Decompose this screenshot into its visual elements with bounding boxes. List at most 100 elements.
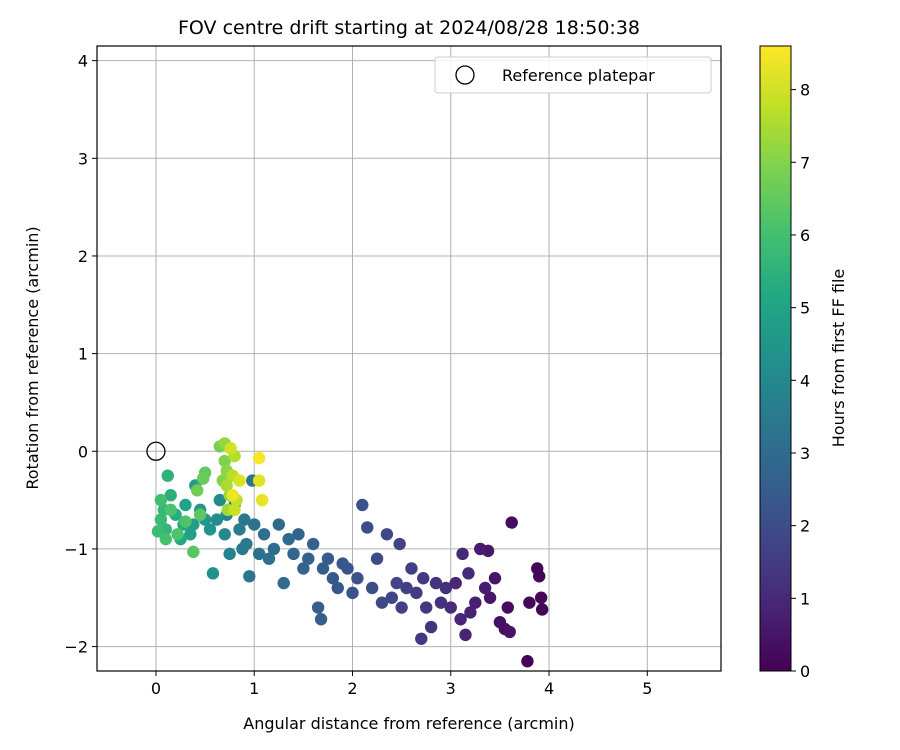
x-axis-ticks: 0 1 2 3 4 5 — [151, 671, 652, 698]
data-point — [233, 523, 246, 536]
data-point — [302, 552, 315, 565]
data-point — [483, 591, 497, 604]
x-tick-label: 5 — [642, 679, 652, 698]
data-point — [370, 552, 384, 565]
grid-lines — [97, 46, 721, 671]
y-tick-label: 3 — [78, 149, 88, 168]
legend-entry-reference: Reference platepar — [502, 66, 655, 85]
data-point — [533, 570, 546, 583]
data-point — [314, 613, 328, 626]
data-point — [287, 547, 300, 561]
y-tick-label: −1 — [64, 540, 88, 559]
data-point — [501, 601, 514, 614]
data-point — [311, 601, 325, 614]
data-point — [521, 655, 534, 668]
data-point — [400, 581, 413, 595]
data-point — [316, 562, 330, 575]
data-point — [228, 503, 241, 517]
data-point — [206, 567, 220, 580]
x-tick-label: 4 — [544, 679, 554, 698]
y-axis-label: Rotation from reference (arcmin) — [23, 226, 42, 489]
colorbar-tick-label: 1 — [800, 589, 810, 608]
data-point — [224, 442, 237, 455]
data-point — [306, 537, 320, 551]
data-point — [405, 562, 418, 575]
data-point — [154, 493, 168, 507]
data-point — [252, 451, 266, 465]
data-point — [365, 581, 379, 595]
data-point — [456, 547, 469, 561]
data-point — [434, 596, 448, 609]
x-axis-label: Angular distance from reference (arcmin) — [243, 714, 574, 733]
data-point — [410, 586, 423, 600]
data-point — [459, 628, 472, 642]
data-point — [238, 513, 251, 526]
data-point — [346, 586, 359, 600]
data-point — [474, 542, 487, 556]
legend: Reference platepar — [434, 56, 712, 94]
colorbar-tick-label: 8 — [800, 81, 810, 100]
plot-frame — [96, 45, 722, 672]
colorbar-tick-label: 6 — [800, 226, 810, 245]
data-point — [523, 596, 536, 609]
data-point — [164, 503, 177, 517]
data-point — [321, 552, 335, 565]
data-point — [488, 572, 502, 585]
colorbar-tick-label: 3 — [800, 444, 810, 463]
data-point — [267, 542, 281, 556]
data-point — [297, 562, 310, 575]
data-point — [191, 484, 204, 497]
colorbar-tick-label: 7 — [800, 153, 810, 172]
data-point — [151, 525, 165, 538]
data-point — [351, 572, 364, 585]
data-point — [534, 591, 548, 604]
legend-marker-reference — [455, 65, 475, 85]
y-tick-label: 1 — [78, 345, 88, 364]
data-point — [243, 570, 256, 583]
data-point — [210, 513, 224, 526]
data-point — [252, 474, 266, 487]
reference-platepar-point — [146, 441, 166, 461]
y-axis-ticks: −2 −1 0 1 2 3 4 — [64, 52, 97, 657]
data-point — [395, 601, 408, 614]
data-point — [223, 547, 236, 561]
data-point — [226, 489, 239, 502]
data-point — [375, 596, 389, 609]
data-point — [444, 601, 457, 614]
data-point — [419, 601, 433, 614]
data-point — [493, 615, 507, 629]
y-tick-label: 4 — [78, 52, 88, 71]
colorbar-ticks: 0 1 2 3 4 5 6 7 8 — [791, 81, 810, 681]
data-point — [236, 542, 249, 556]
colorbar-tick-label: 5 — [800, 299, 810, 318]
data-point — [503, 625, 516, 639]
colorbar-label: Hours from first FF file — [829, 269, 848, 448]
colorbar-tick-label: 4 — [800, 371, 810, 390]
data-point — [257, 528, 271, 541]
x-tick-label: 1 — [249, 679, 259, 698]
data-point — [390, 576, 403, 590]
data-point — [193, 508, 207, 521]
data-point — [361, 521, 374, 534]
data-point — [393, 537, 406, 551]
colorbar: 0 1 2 3 4 5 6 7 8 Hours from first FF file — [759, 45, 848, 681]
data-point — [272, 518, 285, 531]
data-point — [196, 472, 210, 485]
data-point — [478, 581, 492, 595]
data-point — [218, 528, 231, 541]
data-point — [469, 596, 482, 609]
data-point — [277, 576, 290, 590]
data-point — [282, 532, 295, 546]
x-tick-label: 2 — [347, 679, 357, 698]
data-point — [262, 552, 276, 565]
data-point — [179, 498, 192, 512]
data-point — [336, 557, 349, 570]
y-tick-label: 2 — [78, 247, 88, 266]
data-point — [535, 603, 549, 616]
y-tick-label: 0 — [78, 442, 88, 461]
data-point — [218, 454, 231, 468]
colorbar-tick-label: 2 — [800, 517, 810, 536]
data-point — [380, 528, 394, 541]
data-point — [385, 591, 399, 604]
